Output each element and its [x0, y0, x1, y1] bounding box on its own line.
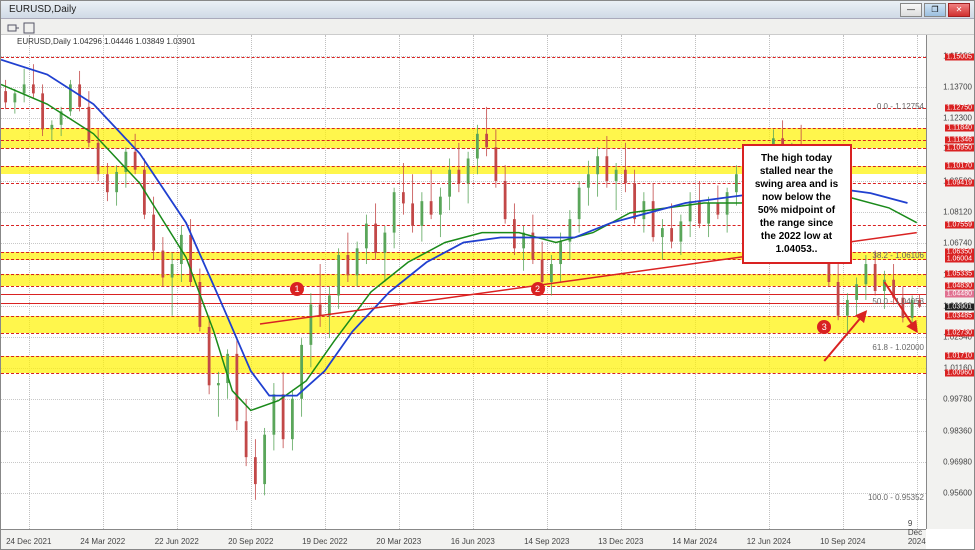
fib-label: 38.2 - 1.06106 — [872, 251, 924, 260]
x-tick-label: 24 Dec 2021 — [6, 537, 51, 546]
price-level-label: 1.10170 — [945, 162, 974, 169]
close-button[interactable]: ✕ — [948, 3, 970, 17]
chart-window: EURUSD,Daily — ❐ ✕ EURUSD,Daily 1.04296 … — [0, 0, 975, 550]
price-level-label: 1.09419 — [945, 179, 974, 186]
y-tick-label: 1.08120 — [943, 207, 972, 216]
price-level-label: 1.04480 — [945, 290, 974, 297]
price-level-label: 1.12750 — [945, 104, 974, 111]
fib-label: 50.0 - 1.04053 — [872, 297, 924, 306]
y-tick-label: 0.98360 — [943, 427, 972, 436]
marker-1: 1 — [290, 282, 304, 296]
price-level-label: 1.01710 — [945, 352, 974, 359]
x-tick-label: 22 Jun 2022 — [155, 537, 199, 546]
price-level-label: 1.10950 — [945, 145, 974, 152]
x-tick-label: 16 Jun 2023 — [451, 537, 495, 546]
window-title: EURUSD,Daily — [5, 4, 900, 15]
x-tick-label: 20 Mar 2023 — [376, 537, 421, 546]
x-tick-label: 24 Mar 2022 — [80, 537, 125, 546]
candlestick-series — [1, 35, 926, 529]
maximize-button[interactable]: ❐ — [924, 3, 946, 17]
y-tick-label: 1.13700 — [943, 82, 972, 91]
x-tick-label: 14 Mar 2024 — [672, 537, 717, 546]
ohlc-readout: EURUSD,Daily 1.04296 1.04446 1.03849 1.0… — [17, 37, 195, 46]
y-tick-label: 0.95600 — [943, 489, 972, 498]
chart-plot[interactable]: EURUSD,Daily 1.04296 1.04446 1.03849 1.0… — [1, 35, 926, 529]
y-tick-label: 1.12300 — [943, 114, 972, 123]
minimize-button[interactable]: — — [900, 3, 922, 17]
x-tick-label: 19 Dec 2022 — [302, 537, 347, 546]
fib-label: 0.0 - 1.12754 — [877, 102, 924, 111]
price-level-label: 1.15005 — [945, 54, 974, 61]
autoscroll-icon[interactable] — [7, 21, 19, 33]
price-axis[interactable]: 0.956000.969800.983600.997801.011601.025… — [926, 35, 974, 529]
time-axis[interactable]: 24 Dec 2021 24 Mar 2022 22 Jun 2022 20 Sep … — [1, 529, 926, 549]
chart-area[interactable]: EURUSD,Daily 1.04296 1.04446 1.03849 1.0… — [1, 35, 974, 549]
price-level-label: 1.02730 — [945, 329, 974, 336]
x-tick-label: 14 Sep 2023 — [524, 537, 569, 546]
y-tick-label: 0.99780 — [943, 395, 972, 404]
fib-label: 100.0 - 0.95352 — [868, 493, 924, 502]
marker-3: 3 — [817, 320, 831, 334]
price-level-label: 1.03485 — [945, 313, 974, 320]
y-tick-label: 1.06740 — [943, 238, 972, 247]
price-level-label: 1.00960 — [945, 369, 974, 376]
price-level-label: 1.07559 — [945, 221, 974, 228]
price-level-label: 1.05335 — [945, 271, 974, 278]
price-level-label: 1.03901 — [945, 303, 974, 310]
x-tick-label: 10 Sep 2024 — [820, 537, 865, 546]
price-level-label: 1.11346 — [945, 136, 974, 143]
price-level-label: 1.06350 — [945, 248, 974, 255]
x-tick-label: 12 Jun 2024 — [747, 537, 791, 546]
price-level-label: 1.11840 — [945, 125, 974, 132]
expand-icon[interactable] — [23, 21, 35, 33]
x-tick-label: 20 Sep 2022 — [228, 537, 273, 546]
fib-label: 61.8 - 1.02000 — [872, 343, 924, 352]
marker-2: 2 — [531, 282, 545, 296]
x-tick-label: 13 Dec 2023 — [598, 537, 643, 546]
window-buttons: — ❐ ✕ — [900, 3, 970, 17]
y-tick-label: 0.96980 — [943, 458, 972, 467]
price-level-label: 1.04830 — [945, 282, 974, 289]
titlebar[interactable]: EURUSD,Daily — ❐ ✕ — [1, 1, 974, 19]
annotation-callout: The high today stalled near the swing ar… — [742, 144, 852, 264]
chart-toolbar — [1, 19, 974, 35]
price-level-label: 1.06004 — [945, 256, 974, 263]
